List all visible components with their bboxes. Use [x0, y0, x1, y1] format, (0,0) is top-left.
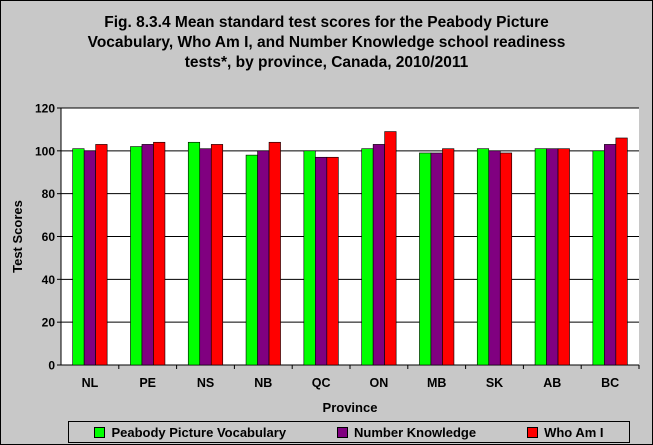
y-tick-label: 100 [35, 144, 55, 158]
bar [361, 148, 374, 366]
bar [546, 148, 559, 366]
legend-swatch-peabody [94, 426, 106, 438]
legend-label-peabody: Peabody Picture Vocabulary [111, 424, 287, 440]
bar [592, 150, 605, 366]
legend-item-peabody: Peabody Picture Vocabulary [94, 425, 286, 440]
bar [72, 148, 85, 366]
x-tick-label: PE [139, 376, 156, 390]
y-tick-label: 0 [48, 359, 55, 373]
legend-label-who-am-i: Who Am I [544, 424, 604, 440]
bar [210, 144, 224, 366]
y-tick-label: 120 [35, 102, 55, 116]
bar [315, 156, 328, 366]
x-tick-label: AB [543, 376, 561, 390]
legend-label-number-knowledge: Number Knowledge [354, 424, 477, 440]
chart-title-line-2: Vocabulary, Who Am I, and Number Knowled… [87, 34, 566, 51]
bar [499, 152, 513, 366]
x-tick-label: NL [82, 376, 99, 390]
bar [372, 144, 385, 366]
x-tick-label: NS [197, 376, 214, 390]
x-tick-label: SK [486, 376, 503, 390]
x-tick-label: BC [601, 376, 619, 390]
bar [199, 148, 212, 366]
x-tick-label: MB [427, 376, 446, 390]
y-tick-label: 20 [42, 316, 56, 330]
bar [130, 146, 143, 366]
chart-legend: Peabody Picture Vocabulary Number Knowle… [68, 421, 630, 443]
chart-title-line-3: tests*, by province, Canada, 2010/2011 [184, 54, 469, 71]
x-tick-label: NB [254, 376, 272, 390]
bar [257, 150, 270, 366]
legend-swatch-who-am-i [527, 426, 539, 438]
bar [476, 148, 490, 366]
bar [488, 150, 501, 366]
legend-swatch-number-knowledge [337, 426, 349, 438]
bar [384, 131, 397, 366]
chart-title-line-1: Fig. 8.3.4 Mean standard test scores for… [104, 14, 549, 31]
bar [303, 150, 316, 366]
bar [268, 141, 281, 366]
bar [430, 152, 443, 366]
x-tick-label: ON [370, 376, 389, 390]
bar [534, 148, 547, 366]
legend-item-number-knowledge: Number Knowledge [337, 425, 476, 440]
y-axis-title: Test Scores [10, 200, 25, 273]
bar [326, 156, 339, 366]
bar [442, 148, 455, 366]
bar [419, 152, 432, 366]
bar [604, 144, 617, 366]
legend-item-who-am-i: Who Am I [527, 424, 604, 440]
bar [615, 137, 628, 366]
y-tick-label: 80 [42, 187, 56, 201]
bar [141, 144, 154, 366]
bar [83, 150, 96, 366]
bar [245, 154, 258, 366]
y-tick-label: 40 [42, 273, 56, 287]
x-axis-title: Province [323, 400, 378, 415]
bar [187, 141, 201, 366]
chart-title: Fig. 8.3.4 Mean standard test scores for… [30, 13, 623, 73]
bar [557, 148, 570, 366]
bar [153, 141, 166, 366]
bar [95, 144, 108, 366]
y-tick-label: 60 [42, 230, 56, 244]
x-tick-label: QC [312, 376, 331, 390]
